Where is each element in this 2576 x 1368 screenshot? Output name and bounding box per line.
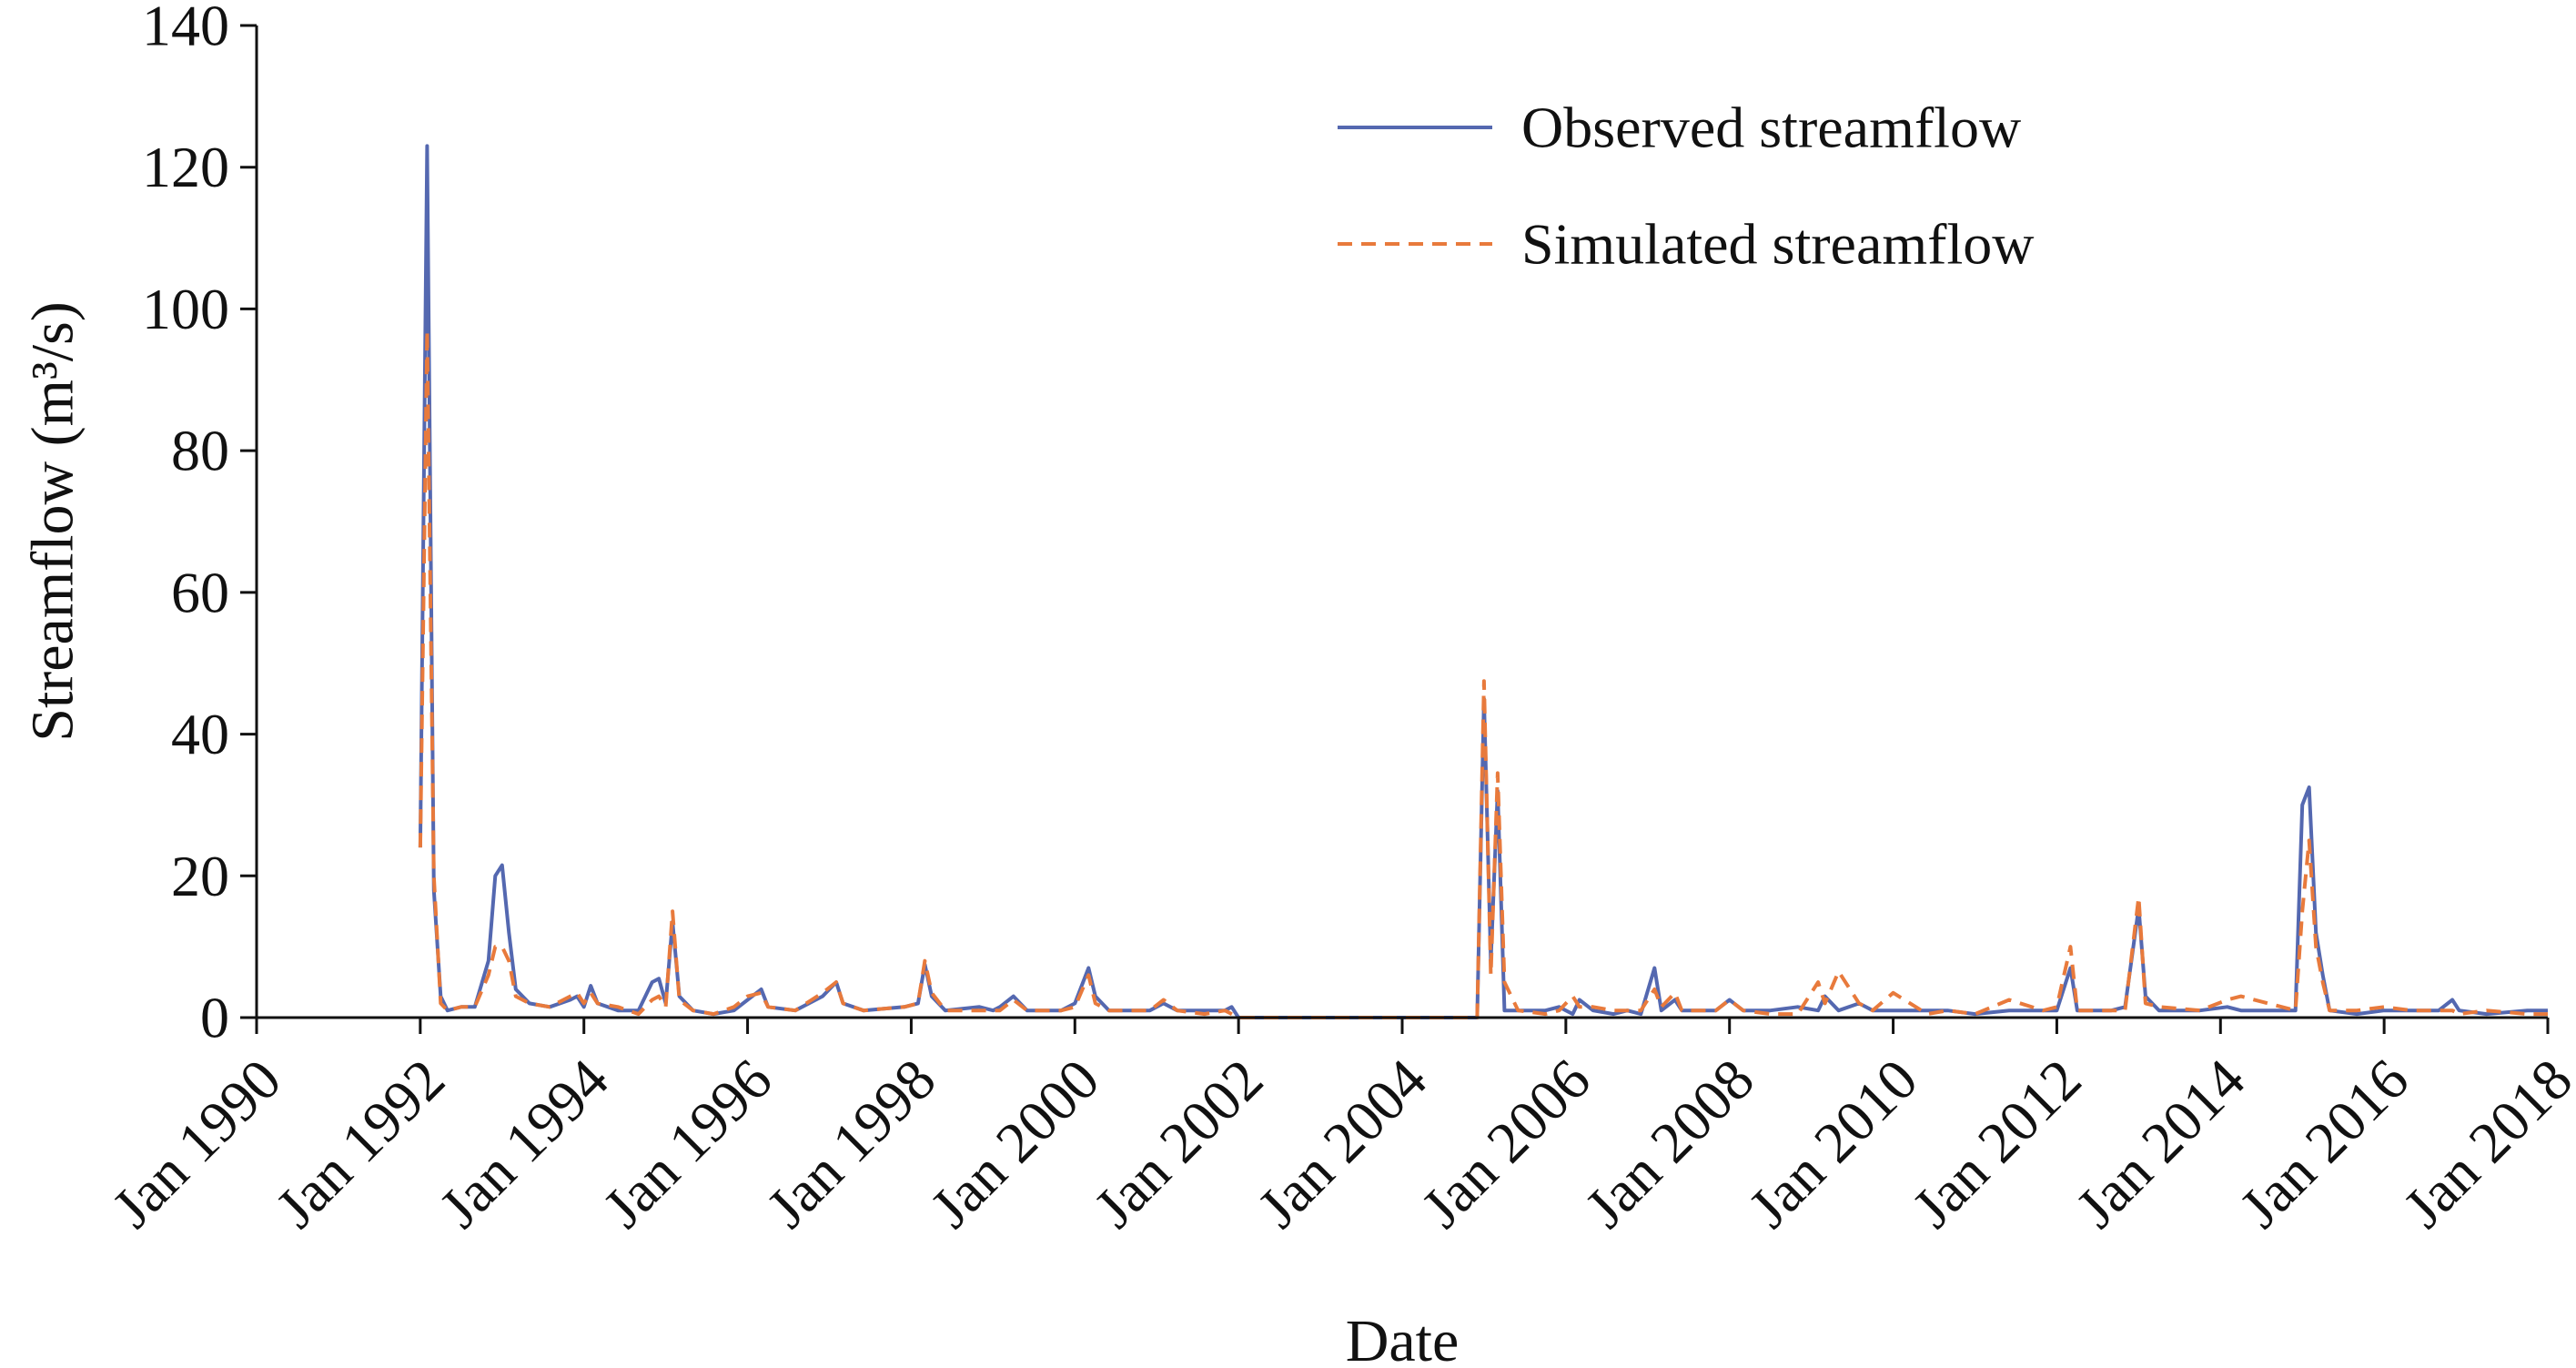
- observed-series-line: [418, 144, 2548, 1019]
- series-layer: [418, 144, 2548, 1019]
- legend-simulated-label: Simulated streamflow: [1521, 212, 2034, 277]
- y-tick-label: 20: [171, 844, 229, 908]
- x-tick-label: Jan 1998: [754, 1047, 947, 1240]
- x-tick-label: Jan 2018: [2391, 1047, 2576, 1240]
- x-tick-label: Jan 2000: [918, 1047, 1111, 1240]
- y-ticks: 0 20 40 60 80 100 120 140: [142, 0, 257, 1050]
- x-tick-label: Jan 1994: [428, 1047, 621, 1240]
- simulated-series-line: [418, 328, 2548, 1019]
- y-axis-title: Streamflow (m³/s): [20, 301, 86, 742]
- x-axis-title: Date: [1346, 1308, 1460, 1368]
- x-tick-label: Jan 2008: [1573, 1047, 1766, 1240]
- y-tick-label: 60: [171, 560, 229, 624]
- x-tick-label: Jan 1996: [591, 1047, 783, 1240]
- legend: Observed streamflow Simulated streamflow: [1338, 96, 2034, 277]
- y-tick-label: 120: [142, 135, 229, 199]
- legend-observed-label: Observed streamflow: [1521, 96, 2021, 160]
- y-tick-label: 100: [142, 277, 229, 341]
- x-tick-label: Jan 1990: [100, 1047, 293, 1240]
- x-tick-label: Jan 2004: [1246, 1047, 1439, 1240]
- x-tick-label: Jan 2012: [1900, 1047, 2093, 1240]
- x-tick-label: Jan 2016: [2227, 1047, 2420, 1240]
- y-tick-label: 0: [200, 986, 229, 1050]
- y-tick-label: 40: [171, 702, 229, 766]
- y-tick-label: 140: [142, 0, 229, 58]
- x-tick-label: Jan 2014: [2064, 1047, 2257, 1240]
- x-tick-label: Jan 1992: [264, 1047, 457, 1240]
- x-tick-label: Jan 2010: [1736, 1047, 1929, 1240]
- x-tick-label: Jan 2002: [1082, 1047, 1275, 1240]
- y-tick-label: 80: [171, 419, 229, 483]
- x-tick-label: Jan 2006: [1409, 1047, 1602, 1240]
